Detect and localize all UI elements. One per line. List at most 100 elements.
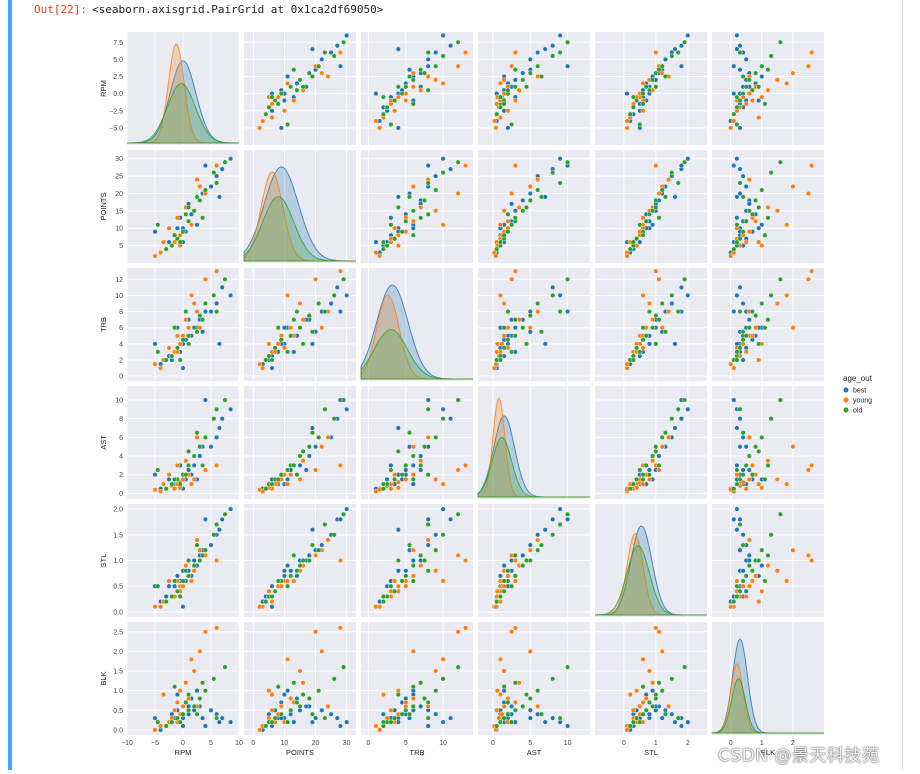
scatter-point-best: [565, 723, 571, 729]
scatter-point-best: [734, 215, 740, 221]
scatter-point-best: [208, 542, 214, 548]
scatter-point-old: [322, 522, 328, 528]
scatter-point-young: [516, 204, 522, 210]
scatter-point-young: [257, 487, 263, 493]
y-tick-label: 30: [115, 156, 123, 163]
scatter-point-old: [191, 453, 197, 459]
scatter-point-old: [637, 121, 643, 127]
scatter-point-young: [392, 108, 398, 114]
scatter-point-young: [392, 472, 398, 478]
kde-curve-old: [127, 83, 239, 144]
y-axis-label-AST: AST: [99, 435, 108, 450]
scatter-point-old: [433, 547, 439, 553]
scatter-point-old: [497, 719, 503, 725]
scatter-point-old: [455, 39, 461, 45]
scatter-point-old: [765, 317, 771, 323]
scatter-point-best: [740, 301, 746, 307]
scatter-point-old: [172, 232, 178, 238]
scatter-point-old: [269, 719, 275, 725]
scatter-point-young: [388, 707, 394, 713]
scatter-point-old: [410, 476, 416, 482]
scatter-point-best: [208, 444, 214, 450]
scatter-point-old: [278, 472, 284, 478]
scatter-point-old: [535, 187, 541, 193]
panel-POINTS-vs-AST: [478, 150, 590, 263]
scatter-point-old: [403, 573, 409, 579]
scatter-point-old: [746, 325, 752, 331]
scatter-point-young: [278, 583, 284, 589]
scatter-point-young: [197, 547, 203, 553]
scatter-point-young: [392, 578, 398, 584]
x-tick-label: 10: [281, 740, 289, 747]
scatter-point-young: [497, 692, 503, 698]
scatter-point-best: [734, 425, 740, 431]
scatter-point-old: [433, 63, 439, 69]
scatter-point-young: [784, 222, 790, 228]
scatter-point-old: [172, 578, 178, 584]
scatter-point-old: [762, 476, 768, 482]
scatter-point-young: [746, 177, 752, 183]
scatter-point-old: [425, 522, 431, 528]
scatter-point-old: [512, 317, 518, 323]
scatter-point-old: [630, 239, 636, 245]
scatter-point-young: [297, 668, 303, 674]
scatter-point-young: [512, 268, 518, 274]
scatter-point-young: [624, 361, 630, 367]
x-tick-label: 10: [235, 740, 243, 747]
scatter-point-old: [550, 53, 556, 59]
scatter-point-young: [656, 629, 662, 635]
scatter-point-young: [666, 434, 672, 440]
scatter-point-old: [765, 552, 771, 558]
scatter-point-old: [191, 703, 197, 709]
scatter-point-young: [160, 692, 166, 698]
scatter-point-young: [624, 125, 630, 131]
scatter-point-old: [407, 711, 413, 717]
y-axis-label-RPM: RPM: [99, 80, 108, 97]
scatter-point-best: [527, 707, 533, 713]
scatter-point-best: [425, 56, 431, 62]
scatter-point-old: [392, 476, 398, 482]
scatter-point-best: [152, 341, 158, 347]
panel-background: [361, 386, 473, 499]
y-tick-label: 4: [119, 341, 123, 348]
scatter-point-old: [410, 703, 416, 709]
scatter-point-best: [650, 688, 656, 694]
panel-background: [595, 268, 707, 381]
scatter-point-old: [656, 680, 662, 686]
scatter-point-best: [685, 156, 691, 162]
scatter-point-young: [440, 656, 446, 662]
scatter-point-old: [749, 568, 755, 574]
scatter-point-young: [497, 292, 503, 298]
scatter-point-young: [756, 115, 762, 121]
scatter-point-old: [627, 111, 633, 117]
scatter-point-best: [337, 516, 343, 522]
scatter-point-young: [455, 190, 461, 196]
scatter-point-old: [211, 170, 217, 176]
panel-POINTS-vs-RPM: [126, 150, 240, 263]
scatter-point-old: [297, 563, 303, 569]
scatter-point-old: [425, 568, 431, 574]
scatter-point-old: [322, 309, 328, 315]
y-tick-label: 10: [115, 226, 123, 233]
scatter-point-young: [734, 472, 740, 478]
scatter-point-best: [380, 711, 386, 717]
scatter-point-best: [373, 239, 379, 245]
scatter-point-old: [155, 583, 161, 589]
scatter-point-old: [756, 558, 762, 564]
scatter-point-young: [624, 253, 630, 259]
scatter-point-young: [214, 462, 220, 468]
scatter-point-old: [194, 430, 200, 436]
scatter-point-young: [191, 301, 197, 307]
panel-TRB-vs-BLK: [712, 268, 824, 381]
scatter-point-old: [174, 588, 180, 594]
scatter-point-old: [646, 699, 652, 705]
scatter-point-young: [319, 70, 325, 76]
scatter-point-best: [319, 542, 325, 548]
scatter-point-old: [653, 692, 659, 698]
scatter-point-old: [380, 719, 386, 725]
y-axis-label-BLK: BLK: [99, 671, 108, 685]
scatter-point-old: [269, 481, 275, 487]
scatter-point-old: [309, 73, 315, 79]
scatter-point-young: [410, 70, 416, 76]
scatter-point-young: [188, 578, 194, 584]
